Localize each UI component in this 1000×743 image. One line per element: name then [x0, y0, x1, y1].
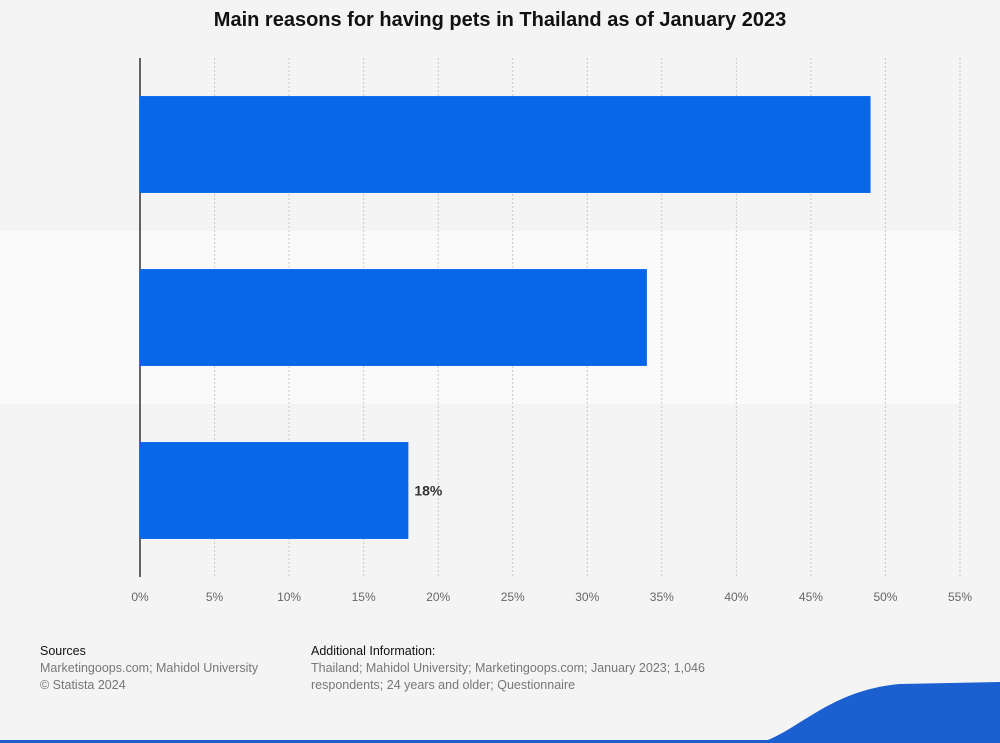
bar[interactable]	[140, 442, 409, 539]
sources-block: Sources Marketingoops.com; Mahidol Unive…	[40, 643, 258, 694]
value-labels: 18%	[414, 483, 443, 499]
x-tick-label: 35%	[650, 590, 674, 604]
x-tick-label: 55%	[948, 590, 972, 604]
bar[interactable]	[140, 96, 871, 193]
x-tick-label: 10%	[277, 590, 301, 604]
x-tick-label: 5%	[206, 590, 224, 604]
x-axis-ticks: 0% 5% 10% 15% 20% 25% 30% 35% 40% 45% 50% 55%	[131, 590, 972, 604]
footer-wave	[0, 682, 1000, 743]
bars	[140, 96, 871, 539]
x-tick-label: 45%	[799, 590, 823, 604]
x-tick-label: 25%	[501, 590, 525, 604]
bar-chart: 18% 0% 5% 10% 15% 20% 25% 30% 35% 40% 45% 50% 55%	[131, 58, 973, 604]
x-tick-label: 30%	[575, 590, 599, 604]
bar-value-label: 18%	[414, 483, 443, 499]
additional-info-heading: Additional Information:	[311, 644, 436, 658]
x-tick-label: 20%	[426, 590, 450, 604]
bar[interactable]	[140, 269, 647, 366]
additional-info-block: Additional Information: Thailand; Mahido…	[311, 643, 706, 694]
copyright-text[interactable]: © Statista 2024	[40, 678, 126, 692]
x-tick-label: 15%	[352, 590, 376, 604]
chart-title: Main reasons for having pets in Thailand…	[213, 9, 787, 31]
x-tick-label: 40%	[724, 590, 748, 604]
x-tick-label: 0%	[131, 590, 149, 604]
sources-text[interactable]: Marketingoops.com; Mahidol University	[40, 661, 259, 675]
additional-info-text: Thailand; Mahidol University; Marketingo…	[311, 661, 705, 692]
sources-heading: Sources	[40, 644, 86, 658]
x-tick-label: 50%	[873, 590, 897, 604]
